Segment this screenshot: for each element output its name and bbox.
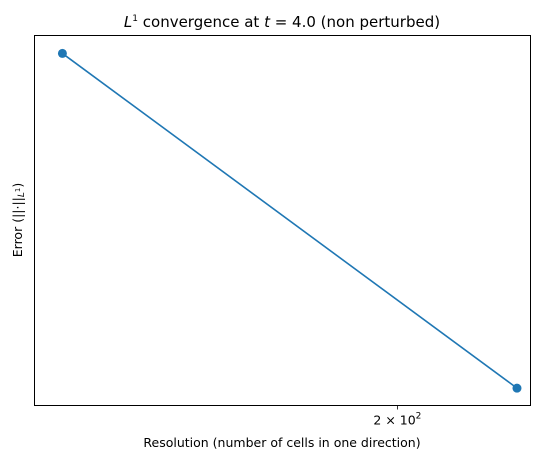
data-points — [57, 48, 522, 393]
data-point — [57, 48, 67, 58]
plot-area-frame — [34, 35, 531, 406]
data-point — [512, 383, 522, 393]
y-axis-label: Error (||·||L1) — [10, 183, 27, 258]
x-axis-ticks: 2 × 102 — [373, 405, 421, 428]
series-line — [61, 52, 518, 389]
chart-title: L1 convergence at t = 4.0 (non perturbed… — [124, 13, 440, 31]
x-axis-label: Resolution (number of cells in one direc… — [143, 435, 420, 450]
x-tick-label: 2 × 102 — [373, 412, 421, 428]
